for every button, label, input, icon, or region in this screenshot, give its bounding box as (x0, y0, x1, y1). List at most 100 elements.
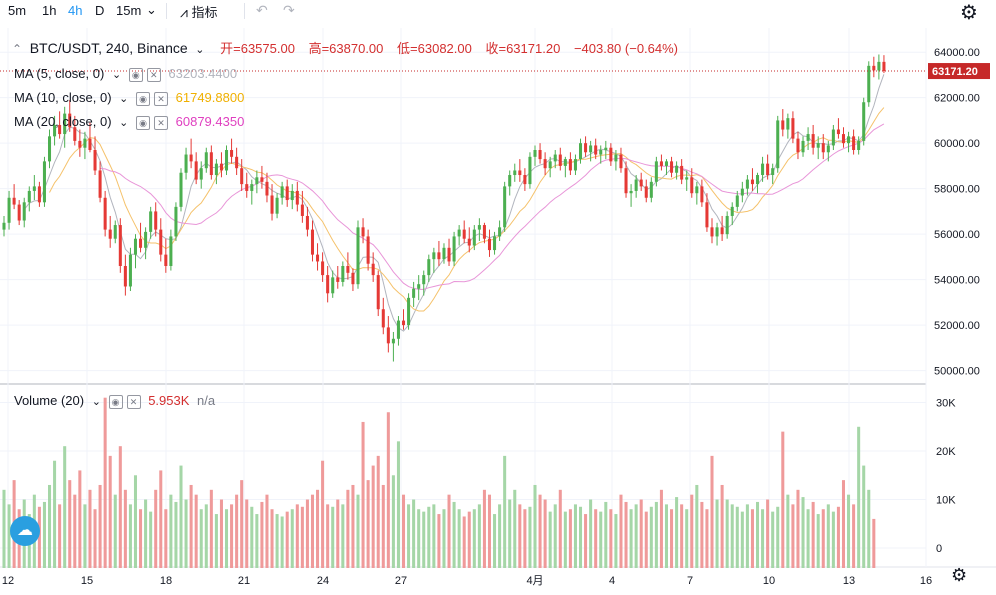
candle-body (629, 190, 633, 194)
candle (17, 200, 21, 226)
volume-bar (609, 509, 613, 568)
candle (710, 218, 714, 244)
candle-body (27, 190, 31, 203)
volume-bar (705, 509, 709, 568)
volume-bar (725, 499, 729, 568)
candle-body (573, 159, 577, 171)
time-tick-label: 18 (160, 575, 172, 587)
volume-bar (573, 504, 577, 568)
candle (675, 161, 679, 180)
volume-bar (654, 501, 658, 568)
candle (538, 143, 542, 164)
ma5-label[interactable]: MA (5, close, 0) (14, 66, 105, 81)
volume-bar (184, 499, 188, 568)
candle-body (42, 161, 46, 203)
settings-gear-icon[interactable]: ⚙ (960, 2, 978, 24)
candles (2, 54, 886, 362)
undo-icon[interactable]: ↶ (256, 2, 268, 18)
candle (735, 190, 739, 212)
close-icon[interactable]: ✕ (154, 115, 169, 130)
candle-body (280, 186, 284, 198)
close-icon[interactable]: ✕ (146, 67, 161, 82)
volume-bar (361, 421, 365, 568)
candle (821, 134, 825, 160)
volume-bar (371, 465, 375, 568)
candle (589, 140, 593, 162)
candle-body (831, 129, 835, 146)
candle-body (381, 309, 385, 328)
candle-body (37, 186, 41, 203)
chevron-down-icon[interactable]: ⌄ (146, 2, 157, 17)
price-tick-label: 60000.00 (934, 138, 980, 150)
volume-bar (862, 465, 866, 568)
volume-bar (847, 494, 851, 568)
close-icon[interactable]: ✕ (126, 394, 141, 409)
change-value: −403.80 (−0.64%) (573, 41, 679, 56)
candle-body (22, 202, 26, 221)
price-tick-label: 58000.00 (934, 184, 980, 196)
indicators-button[interactable]: ⩘ 指标 (180, 2, 218, 21)
candle-body (791, 118, 795, 139)
candle (639, 172, 643, 191)
cloud-logo-icon[interactable]: ☁ (10, 516, 40, 546)
collapse-icon[interactable]: ⌃ (12, 42, 23, 56)
candle (705, 193, 709, 232)
candle-body (295, 190, 299, 205)
volume-bar (144, 499, 148, 568)
volume-bar (841, 480, 846, 568)
toolbar-divider (244, 3, 245, 19)
volume-bar (103, 397, 107, 568)
timeframe-4h[interactable]: 4h (68, 3, 83, 18)
volume-label[interactable]: Volume (20) (14, 393, 85, 408)
chevron-down-icon[interactable]: ⌄ (91, 396, 101, 408)
volume-bar (224, 509, 229, 568)
chevron-down-icon[interactable]: ⌄ (119, 117, 129, 129)
volume-bar (493, 514, 497, 568)
volume-bar (786, 494, 790, 568)
timeframe-d[interactable]: D (95, 3, 105, 18)
volume-bar (750, 509, 754, 568)
candle-body (422, 275, 426, 285)
timeframe-1h[interactable]: 1h (42, 3, 57, 18)
last-price-label: 63171.20 (932, 66, 978, 78)
candle-body (801, 140, 805, 153)
redo-icon[interactable]: ↷ (283, 2, 295, 18)
volume-bar (58, 504, 62, 568)
candle-body (462, 229, 466, 239)
candle-body (235, 156, 239, 169)
candle-body (139, 238, 143, 248)
volume-bar (123, 489, 127, 568)
candle (867, 61, 871, 107)
candle (401, 309, 406, 330)
candle (493, 231, 497, 255)
volume-bar (685, 509, 689, 568)
ma10-label[interactable]: MA (10, close, 0) (14, 90, 112, 105)
eye-icon[interactable]: ◉ (108, 394, 123, 409)
close-icon[interactable]: ✕ (154, 91, 169, 106)
candle-body (685, 177, 689, 180)
candlestick-chart[interactable]: 63171.20 50000.00 52000.00 54000.00 56000.0… (0, 28, 996, 595)
candle-body (401, 320, 406, 326)
chevron-down-icon[interactable]: ⌄ (111, 69, 122, 81)
candle-body (644, 186, 648, 198)
candle (184, 147, 188, 180)
timeframe-15m[interactable]: 15m (116, 3, 142, 18)
symbol-label[interactable]: BTC/USDT, 240, Binance (29, 40, 188, 56)
eye-icon[interactable]: ◉ (128, 67, 143, 82)
ma20-label[interactable]: MA (20, close, 0) (14, 114, 112, 129)
time-tick-label: 16 (920, 575, 932, 587)
timeframe-5m[interactable]: 5m (8, 3, 27, 18)
candle (361, 218, 365, 244)
volume-tick-label: 0 (936, 543, 942, 555)
candle (836, 118, 840, 139)
candle-body (649, 181, 653, 198)
chevron-down-icon[interactable]: ⌄ (119, 93, 129, 105)
candle (341, 261, 345, 287)
volume-bar (518, 504, 522, 568)
chevron-down-icon[interactable]: ⌄ (195, 44, 205, 56)
time-axis-settings-icon[interactable]: ⚙ (951, 565, 968, 585)
eye-icon[interactable]: ◉ (136, 115, 151, 130)
volume-bar (670, 509, 674, 568)
eye-icon[interactable]: ◉ (136, 91, 151, 106)
candle-body (563, 159, 567, 166)
